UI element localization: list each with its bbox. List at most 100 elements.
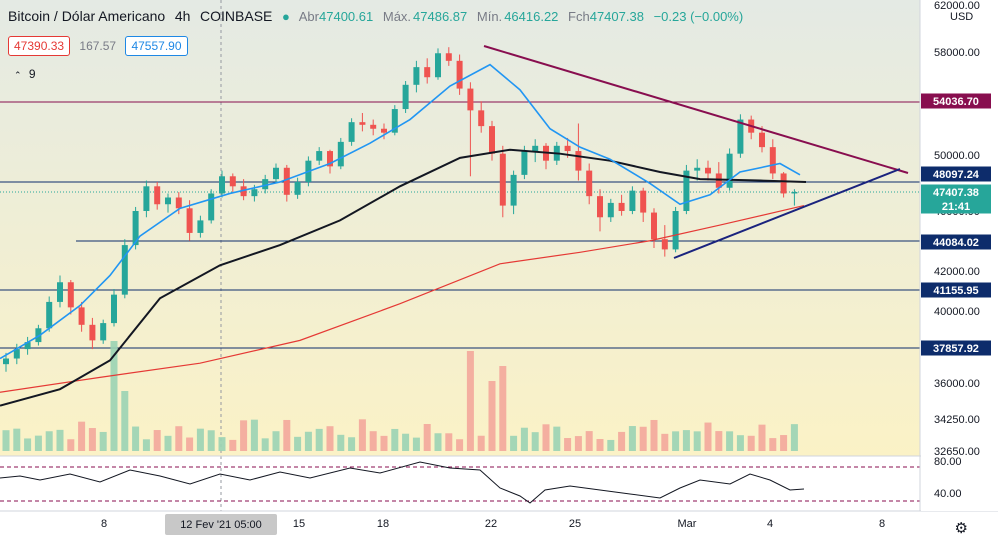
time-axis-tick: 4 — [767, 518, 773, 530]
volume-bar — [272, 431, 280, 451]
volume-bar — [304, 431, 312, 451]
buy-price-button[interactable]: 47557.90 — [125, 36, 188, 56]
candle-body — [24, 342, 31, 350]
trendlines[interactable] — [483, 45, 909, 259]
candle-body — [769, 147, 776, 174]
candle-body — [391, 109, 398, 133]
volume-bar — [56, 429, 64, 451]
candle-body — [132, 211, 139, 246]
symbol-title[interactable]: Bitcoin / Dólar Americano — [8, 8, 166, 24]
time-crosshair-label: 12 Fev '21 05:00 — [180, 519, 262, 531]
price-axis-background — [921, 0, 998, 511]
candle-body — [67, 282, 74, 308]
volume-bar — [434, 433, 442, 451]
horizontal-levels — [0, 101, 920, 349]
resistance-trendline — [483, 45, 909, 174]
price-axis-tick: 34250.00 — [934, 414, 980, 426]
candle-body — [499, 153, 506, 206]
time-axis-tick: 15 — [293, 518, 305, 530]
candle-body — [467, 88, 474, 111]
settings-gear-icon[interactable]: ⚙ — [954, 520, 968, 537]
volume-bar — [186, 437, 194, 451]
candle-body — [316, 151, 323, 161]
time-axis-tick: 18 — [377, 518, 389, 530]
support-trendline — [673, 168, 901, 259]
indicators-toggle[interactable]: ⌃ 9 — [14, 67, 36, 81]
candle-body — [348, 122, 355, 142]
volume-bar — [380, 435, 388, 451]
candle-body — [640, 190, 647, 213]
exchange-label: COINBASE — [200, 8, 273, 24]
volume-bar — [99, 431, 107, 451]
price-axis-tick: 42000.00 — [934, 266, 980, 278]
volume-bar — [758, 424, 766, 451]
volume-bar — [13, 428, 21, 451]
chevron-up-icon: ⌃ — [14, 70, 22, 80]
volume-bar — [542, 424, 550, 451]
candle-body — [489, 126, 495, 154]
candle-body — [726, 153, 733, 188]
interval-label[interactable]: 4h — [174, 8, 191, 24]
price-label-text: 44084.02 — [933, 237, 979, 249]
volume-bars — [2, 341, 798, 451]
candle-body — [780, 173, 787, 194]
candle-body — [586, 170, 593, 197]
volume-bar — [618, 431, 626, 451]
price-label-text: 54036.70 — [933, 96, 979, 108]
volume-bar — [142, 439, 150, 451]
candle-body — [607, 202, 614, 218]
volume-bar — [661, 433, 669, 451]
price-label-box — [921, 198, 991, 214]
candle-body — [683, 170, 690, 211]
candle-body — [564, 145, 571, 152]
candle-body — [89, 324, 96, 341]
volume-bar — [466, 351, 474, 451]
volume-bar — [682, 430, 690, 451]
price-label-box — [921, 166, 991, 182]
high-value: 47486.87 — [413, 9, 468, 24]
open-value: 47400.61 — [319, 9, 374, 24]
volume-bar — [261, 438, 269, 451]
volume-bar — [780, 435, 788, 451]
volume-bar — [24, 438, 32, 451]
candle-body — [46, 301, 53, 329]
market-open-icon: ● — [282, 9, 290, 24]
volume-bar — [88, 428, 96, 451]
candle-body — [78, 307, 85, 325]
volume-bar — [553, 426, 561, 451]
candle-body — [186, 208, 193, 233]
time-axis-tick: 8 — [101, 518, 107, 530]
volume-bar — [564, 438, 572, 451]
price-axis-tick: 40000.00 — [934, 306, 980, 318]
candle-body — [197, 220, 204, 233]
price-label-box — [921, 234, 991, 250]
candle-body — [629, 190, 636, 211]
volume-bar — [250, 419, 258, 451]
high-label: Máx. — [382, 9, 412, 24]
close-value: 47407.38 — [589, 9, 644, 24]
open-label: Abr — [298, 9, 319, 24]
volume-bar — [348, 437, 356, 451]
volume-bar — [369, 431, 377, 451]
candle-body — [597, 196, 603, 218]
time-axis-tick: Mar — [678, 518, 697, 530]
candle-body — [445, 53, 452, 61]
candle-body — [478, 110, 485, 127]
rsi-axis-tick: 80.00 — [934, 456, 962, 468]
candle-body — [618, 202, 625, 211]
close-label: Fch — [568, 9, 590, 24]
volume-bar — [121, 391, 129, 451]
volume-bar — [132, 426, 140, 451]
volume-bar — [704, 422, 712, 451]
volume-bar — [315, 428, 323, 451]
candle-body — [13, 349, 20, 359]
volume-bar — [34, 435, 42, 451]
ema-slow-line — [0, 205, 805, 393]
price-axis-tick: 62000.00 — [934, 0, 980, 12]
spread-value: 167.57 — [79, 39, 117, 53]
volume-bar — [45, 431, 53, 451]
sell-price-button[interactable]: 47390.33 — [8, 36, 71, 56]
